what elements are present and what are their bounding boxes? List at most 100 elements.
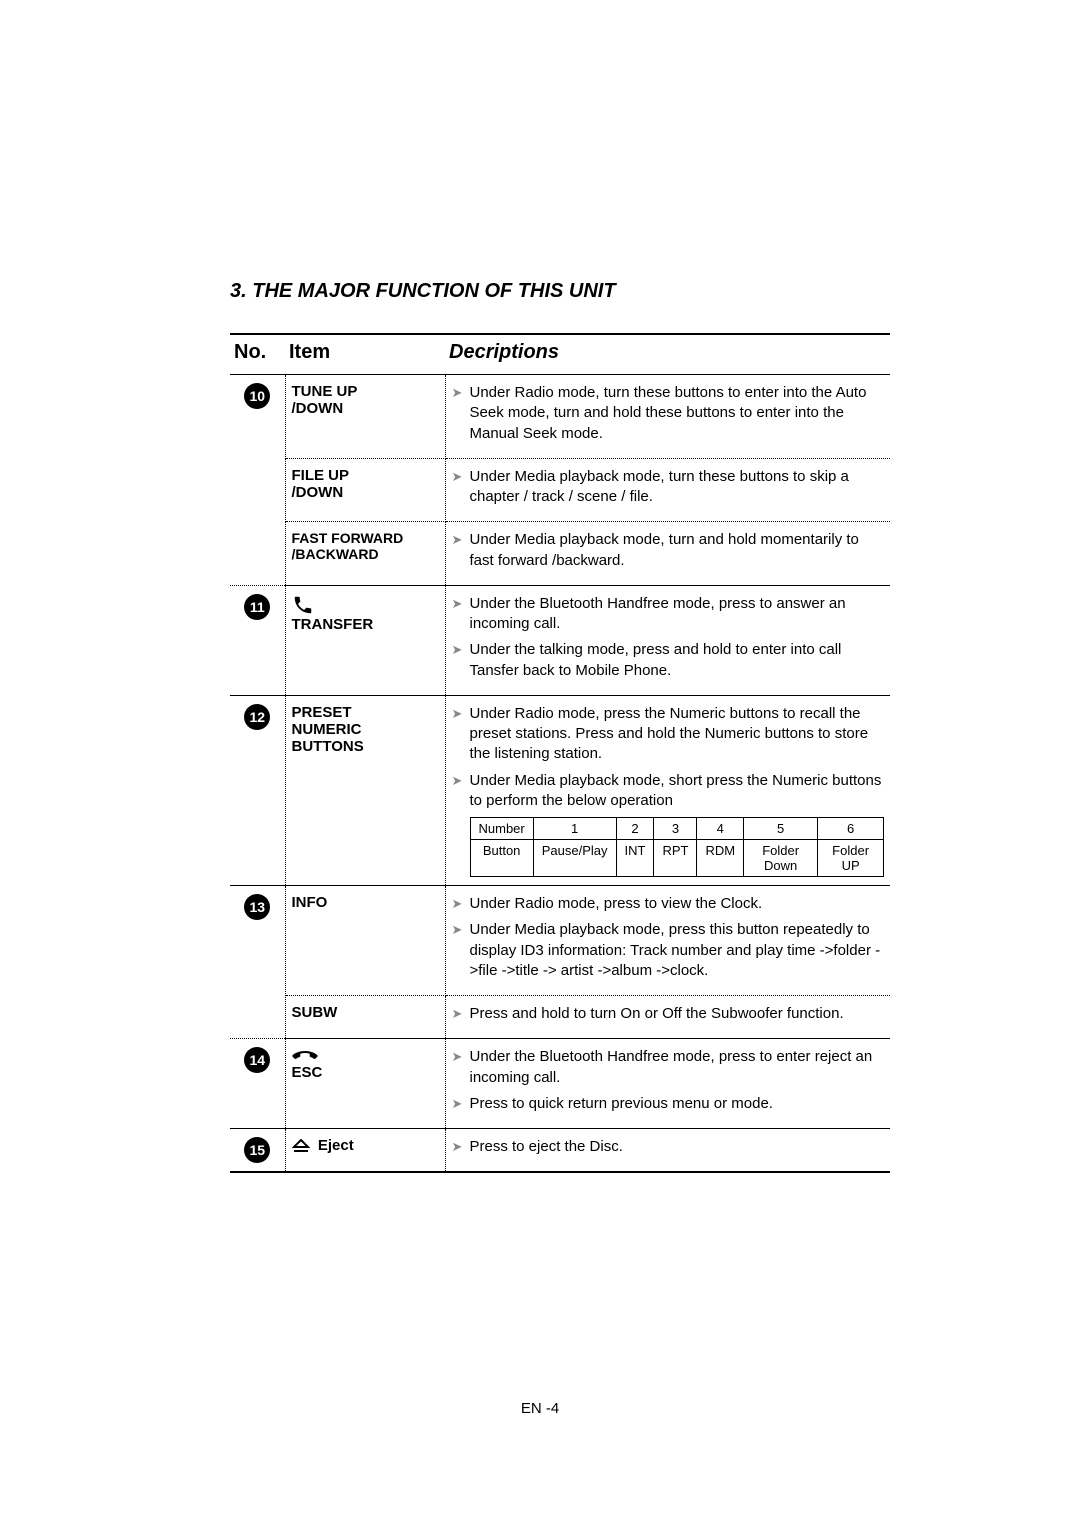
item-cell: SUBW: [285, 996, 445, 1039]
table-header-row: No. Item Decriptions: [230, 334, 890, 375]
bullet-arrow-icon: ➤: [452, 1049, 470, 1065]
item-label: /DOWN: [292, 400, 344, 417]
desc-text: Under Radio mode, press the Numeric butt…: [470, 704, 885, 765]
inner-cell: INT: [616, 840, 654, 877]
item-label: PRESET: [292, 704, 352, 721]
desc-cell: ➤ Under Radio mode, press the Numeric bu…: [445, 695, 890, 885]
circled-number: 10: [244, 383, 270, 409]
desc-text: Under the talking mode, press and hold t…: [470, 640, 885, 681]
item-label: FILE UP: [292, 467, 350, 484]
item-label: /DOWN: [292, 484, 344, 501]
item-cell: TUNE UP /DOWN: [285, 375, 445, 459]
inner-cell: 6: [818, 818, 884, 840]
bullet-arrow-icon: ➤: [452, 385, 470, 401]
item-label: FAST FORWARD: [292, 530, 404, 546]
table-row: 13 INFO ➤ Under Radio mode, press to vie…: [230, 886, 890, 996]
no-cell-14: 14: [230, 1039, 285, 1129]
desc-text: Under the Bluetooth Handfree mode, press…: [470, 1047, 885, 1088]
hangup-icon: [292, 1049, 318, 1063]
item-label: INFO: [292, 894, 328, 911]
desc-text: Press to quick return previous menu or m…: [470, 1094, 885, 1114]
page-number: EN -4: [0, 1400, 1080, 1417]
inner-cell: Folder UP: [818, 840, 884, 877]
desc-text: Under the Bluetooth Handfree mode, press…: [470, 594, 885, 635]
circled-number: 11: [244, 594, 270, 620]
bullet-arrow-icon: ➤: [452, 596, 470, 612]
section-title: 3. THE MAJOR FUNCTION OF THIS UNIT: [230, 280, 890, 303]
item-label: NUMERIC: [292, 721, 362, 738]
item-cell: PRESET NUMERIC BUTTONS: [285, 695, 445, 885]
bullet-arrow-icon: ➤: [452, 896, 470, 912]
desc-text: Press to eject the Disc.: [470, 1137, 885, 1157]
inner-cell: RPT: [654, 840, 697, 877]
desc-text: Under Radio mode, turn these buttons to …: [470, 383, 885, 444]
table-row: 11 TRANSFER ➤ Under the Bluetooth Handfr…: [230, 585, 890, 695]
item-cell: INFO: [285, 886, 445, 996]
bullet-arrow-icon: ➤: [452, 706, 470, 722]
item-cell: FAST FORWARD /BACKWARD: [285, 522, 445, 586]
desc-cell: ➤ Under Radio mode, press to view the Cl…: [445, 886, 890, 996]
bullet-arrow-icon: ➤: [452, 469, 470, 485]
no-cell-13: 13: [230, 886, 285, 1039]
inner-cell: Button: [470, 840, 533, 877]
item-label: ESC: [292, 1064, 323, 1081]
header-desc: Decriptions: [445, 334, 890, 375]
table-row: FAST FORWARD /BACKWARD ➤ Under Media pla…: [230, 522, 890, 586]
desc-text: Under Radio mode, press to view the Cloc…: [470, 894, 885, 914]
desc-cell: ➤ Under the Bluetooth Handfree mode, pre…: [445, 1039, 890, 1129]
bullet-arrow-icon: ➤: [452, 642, 470, 658]
phone-icon: [292, 594, 314, 616]
bullet-arrow-icon: ➤: [452, 1006, 470, 1022]
no-cell-10: 10: [230, 375, 285, 586]
table-row: FILE UP /DOWN ➤ Under Media playback mod…: [230, 458, 890, 522]
inner-cell: 4: [697, 818, 744, 840]
inner-cell: 1: [533, 818, 616, 840]
no-cell-15: 15: [230, 1129, 285, 1173]
desc-text: Under Media playback mode, press this bu…: [470, 920, 885, 981]
bullet-arrow-icon: ➤: [452, 1139, 470, 1155]
circled-number: 14: [244, 1047, 270, 1073]
item-cell: TRANSFER: [285, 585, 445, 695]
item-label: BUTTONS: [292, 738, 364, 755]
circled-number: 15: [244, 1137, 270, 1163]
table-row: 10 TUNE UP /DOWN ➤ Under Radio mode, tur…: [230, 375, 890, 459]
bullet-arrow-icon: ➤: [452, 773, 470, 789]
inner-cell: 3: [654, 818, 697, 840]
bullet-arrow-icon: ➤: [452, 922, 470, 938]
item-label: TRANSFER: [292, 616, 374, 633]
table-row: 12 PRESET NUMERIC BUTTONS ➤ Under Radio …: [230, 695, 890, 885]
header-no: No.: [230, 334, 285, 375]
inner-cell: RDM: [697, 840, 744, 877]
function-table: No. Item Decriptions 10 TUNE UP /DOWN ➤ …: [230, 333, 890, 1173]
desc-text: Under Media playback mode, turn these bu…: [470, 467, 885, 508]
desc-cell: ➤ Press and hold to turn On or Off the S…: [445, 996, 890, 1039]
desc-cell: ➤ Under the Bluetooth Handfree mode, pre…: [445, 585, 890, 695]
item-label: SUBW: [292, 1004, 338, 1021]
item-label: Eject: [318, 1137, 354, 1154]
table-row: SUBW ➤ Press and hold to turn On or Off …: [230, 996, 890, 1039]
inner-cell: Folder Down: [744, 840, 818, 877]
desc-text: Under Media playback mode, short press t…: [470, 771, 885, 812]
desc-text: Press and hold to turn On or Off the Sub…: [470, 1004, 885, 1024]
inner-cell: Pause/Play: [533, 840, 616, 877]
no-cell-12: 12: [230, 695, 285, 885]
circled-number: 12: [244, 704, 270, 730]
desc-cell: ➤ Press to eject the Disc.: [445, 1129, 890, 1173]
header-item: Item: [285, 334, 445, 375]
eject-icon: [292, 1139, 310, 1153]
desc-text: Under Media playback mode, turn and hold…: [470, 530, 885, 571]
table-row: 15 Eject ➤ Press to eject the Disc.: [230, 1129, 890, 1173]
inner-cell: 2: [616, 818, 654, 840]
item-cell: Eject: [285, 1129, 445, 1173]
item-cell: FILE UP /DOWN: [285, 458, 445, 522]
desc-cell: ➤ Under Radio mode, turn these buttons t…: [445, 375, 890, 459]
no-cell-11: 11: [230, 585, 285, 695]
desc-cell: ➤ Under Media playback mode, turn and ho…: [445, 522, 890, 586]
inner-table-row: Button Pause/Play INT RPT RDM Folder Dow…: [470, 840, 884, 877]
circled-number: 13: [244, 894, 270, 920]
numeric-buttons-table: Number 1 2 3 4 5 6 Button Pause/Play INT: [470, 817, 885, 877]
inner-cell: 5: [744, 818, 818, 840]
item-label: TUNE UP: [292, 383, 358, 400]
desc-cell: ➤ Under Media playback mode, turn these …: [445, 458, 890, 522]
inner-table-head: Number 1 2 3 4 5 6: [470, 818, 884, 840]
